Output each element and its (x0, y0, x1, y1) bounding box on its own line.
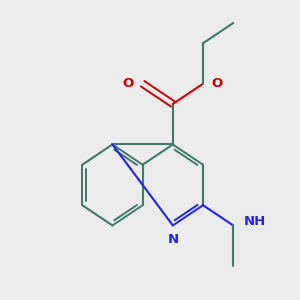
Text: O: O (122, 77, 134, 90)
Text: NH: NH (244, 215, 266, 228)
Text: N: N (167, 233, 178, 246)
Text: O: O (211, 77, 222, 90)
